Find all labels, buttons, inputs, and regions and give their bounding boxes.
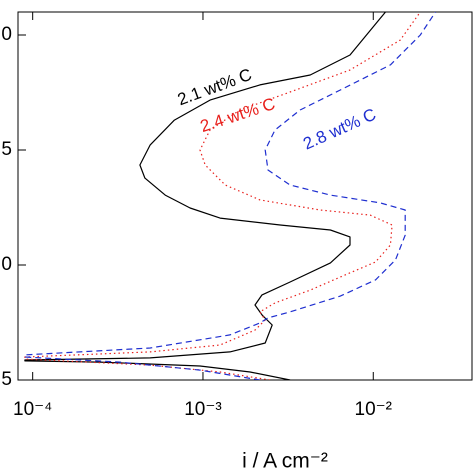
y-tick-label: .5 [0, 369, 12, 390]
plot-frame [17, 11, 473, 381]
x-tick-label: 10⁻² [355, 399, 393, 420]
x-tick-label: 10⁻⁴ [13, 399, 52, 420]
x-axis-label: i / A cm⁻² [242, 450, 328, 473]
curve [24, 12, 421, 380]
y-tick-label: .5 [0, 139, 12, 160]
curve [24, 12, 437, 380]
y-tick-label: .0 [0, 254, 12, 275]
curve-label: 2.8 wt% C [300, 105, 379, 154]
curve [24, 12, 386, 380]
x-tick-label: 10⁻³ [184, 399, 222, 420]
y-tick-label: .0 [0, 24, 12, 45]
